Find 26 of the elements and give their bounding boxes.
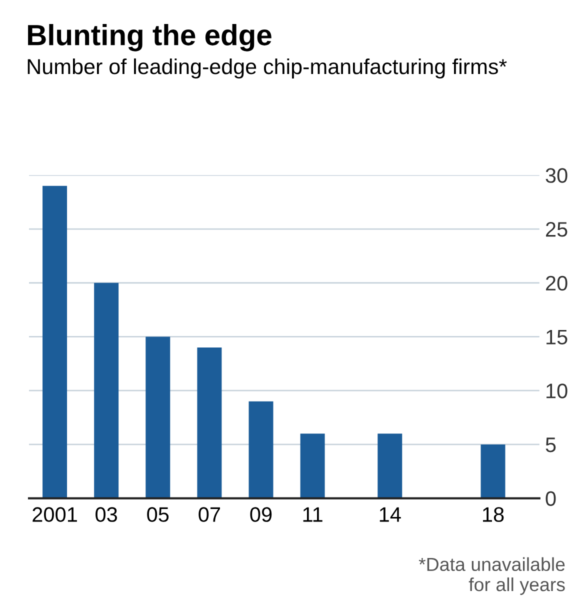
y-tick-label: 0 xyxy=(546,491,556,506)
y-tick-label: 25 xyxy=(546,222,568,237)
x-tick-label: 11 xyxy=(303,507,322,522)
bar xyxy=(42,186,68,498)
bar xyxy=(146,336,170,498)
x-tick-label: 14 xyxy=(380,507,401,522)
chart-title: Blunting the edge xyxy=(28,24,272,52)
bar xyxy=(248,401,274,498)
y-tick-label: 10 xyxy=(546,384,568,398)
bar xyxy=(378,434,402,498)
y-tick-label: 30 xyxy=(546,168,568,183)
x-tick-label: 2001 xyxy=(32,507,77,522)
bar xyxy=(94,282,119,498)
x-tick-label: 18 xyxy=(483,507,504,522)
bar xyxy=(300,434,325,498)
x-tick-label: 07 xyxy=(198,507,220,522)
y-tick-label: 15 xyxy=(546,330,568,344)
bar xyxy=(197,348,222,498)
chart-subtitle: Number of leading-edge chip-manufacturing firms* xyxy=(28,58,507,79)
y-tick-label: 5 xyxy=(546,438,556,452)
text: *Data unavailable for all years xyxy=(418,557,565,595)
x-tick-label: 03 xyxy=(96,507,118,522)
bar xyxy=(480,444,506,498)
y-tick-label: 20 xyxy=(546,276,568,291)
x-tick-label: 09 xyxy=(250,507,272,522)
x-tick-label: 05 xyxy=(147,507,169,522)
